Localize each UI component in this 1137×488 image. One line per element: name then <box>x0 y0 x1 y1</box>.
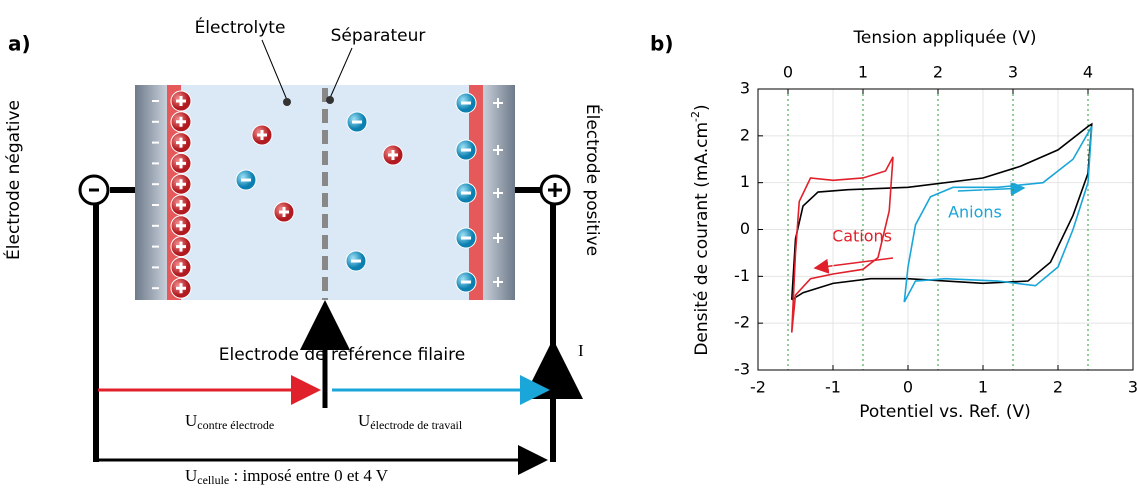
ion-sign <box>176 137 186 148</box>
electrode-charge <box>493 277 503 287</box>
x2-tick-label: 3 <box>1008 63 1018 82</box>
y-axis-title: Densité de courant (mA.cm-2) <box>689 104 712 355</box>
ions <box>152 90 503 299</box>
ion-sign <box>388 150 398 160</box>
ion-sign <box>176 200 186 210</box>
x-tick-label: 0 <box>903 378 913 397</box>
u-counter: Ucontre électrode <box>185 411 274 432</box>
panel-label: b) <box>650 32 673 56</box>
label: Electrode de référence filaire <box>219 345 465 365</box>
ion-sign <box>176 158 186 169</box>
ion-sign <box>257 130 267 140</box>
electrode-charge <box>493 233 503 243</box>
leader-dot <box>326 96 334 104</box>
u-working: Uélectrode de travail <box>358 411 463 432</box>
label: Électrolyte <box>195 16 286 38</box>
u-cell: Ucellule : imposé entre 0 et 4 V <box>185 466 389 487</box>
y-tick-label: -2 <box>734 313 750 332</box>
annotation: Anions <box>948 203 1002 222</box>
y-tick-label: -1 <box>734 266 750 285</box>
leader <box>329 47 353 99</box>
electrode-charge <box>493 145 503 155</box>
x-tick-label: -1 <box>825 378 841 397</box>
annotation: Cations <box>832 227 892 246</box>
cv-curve <box>903 126 1093 303</box>
plus-sign <box>548 183 562 197</box>
electrode-charge <box>493 98 503 108</box>
label: I <box>578 341 584 360</box>
ion-sign <box>176 262 186 273</box>
x2-tick-label: 1 <box>858 63 868 82</box>
cv-curve <box>790 122 1093 301</box>
y-tick-label: 0 <box>740 219 750 238</box>
annotation-arrow <box>957 181 1026 197</box>
x2-axis-title: Tension appliquée (V) <box>852 28 1036 48</box>
label: Électrode négative <box>2 100 24 260</box>
label: Électrode positive <box>582 104 604 256</box>
leader-dot <box>283 98 291 106</box>
x-tick-label: 3 <box>1128 378 1137 397</box>
y-tick-label: 3 <box>740 79 750 98</box>
x-tick-label: 1 <box>978 378 988 397</box>
ion-sign <box>176 283 186 294</box>
y-tick-label: 2 <box>740 125 750 144</box>
y-tick-label: 1 <box>740 172 750 191</box>
panel-a: a) Électrolyte Séparateur Électrode néga… <box>2 16 604 487</box>
annotation-arrow <box>813 257 894 274</box>
ion-sign <box>176 220 186 231</box>
ion-sign <box>176 241 186 252</box>
leader <box>261 39 288 101</box>
panel-label: a) <box>8 32 31 56</box>
y-tick-label: -3 <box>734 360 750 379</box>
x2-tick-label: 4 <box>1083 63 1093 82</box>
plot-frame <box>757 88 1134 371</box>
x-axis-title: Potentiel vs. Ref. (V) <box>859 402 1031 422</box>
cv-curve <box>790 156 894 333</box>
label: Séparateur <box>331 26 426 46</box>
x-tick-label: 2 <box>1053 378 1063 397</box>
x-tick-label: -2 <box>750 378 766 397</box>
electrode-charge <box>493 188 503 198</box>
x2-tick-label: 0 <box>783 63 793 82</box>
panel-b: b) Tension appliquée (V) Potentiel vs. R… <box>650 28 1137 422</box>
ion-sign <box>279 207 289 217</box>
x2-tick-label: 2 <box>933 63 943 82</box>
ion-sign <box>176 96 186 106</box>
negative-electrode <box>135 85 167 300</box>
ion-sign <box>176 179 186 190</box>
ion-sign <box>176 116 186 127</box>
